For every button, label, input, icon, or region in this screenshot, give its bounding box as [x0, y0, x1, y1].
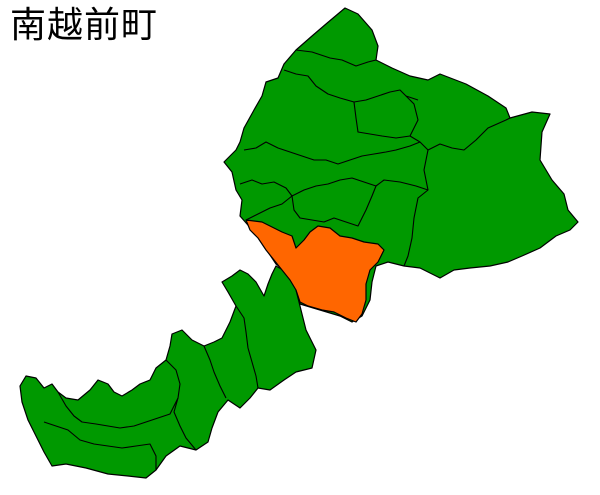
region-southern-outline [19, 265, 317, 479]
border-n3 [353, 95, 419, 139]
border-s3 [165, 359, 197, 451]
border-n5 [243, 141, 421, 165]
border-n9 [245, 195, 293, 221]
border-n4 [409, 117, 511, 151]
map-title: 南越前町 [10, 5, 159, 46]
border-n8 [291, 185, 377, 227]
border-n7 [403, 149, 429, 267]
border-s2 [203, 345, 227, 399]
border-s4 [57, 391, 179, 429]
region-minamiechizen [245, 219, 385, 323]
border-n1 [295, 49, 377, 67]
border-s1 [235, 305, 259, 389]
border-n6 [239, 177, 429, 197]
border-s5 [43, 421, 157, 470]
